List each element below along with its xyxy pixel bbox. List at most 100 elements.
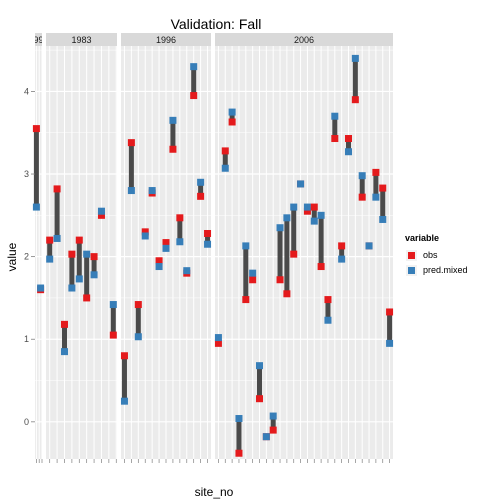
obs-point [176,214,183,221]
pred-mixed-point [190,63,197,70]
chart-title: Validation: Fall [171,16,262,32]
pred-mixed-point [54,235,61,242]
obs-point [277,276,284,283]
y-tick-label: 2 [24,252,29,262]
obs-point [352,96,359,103]
facet-panel: 1983 [46,33,117,463]
pred-mixed-point [324,317,331,324]
facet-panel: 2006 [215,33,393,463]
pred-mixed-point [222,165,229,172]
pred-mixed-point [229,109,236,116]
pred-mixed-point [197,179,204,186]
y-axis-title: value [5,242,19,271]
obs-point [61,321,68,328]
obs-point [54,185,61,192]
obs-point [229,118,236,125]
pred-mixed-point [68,285,75,292]
obs-point [359,194,366,201]
obs-point [283,290,290,297]
pred-mixed-point [98,208,105,215]
pred-mixed-point [283,214,290,221]
obs-point [222,147,229,154]
obs-point [169,146,176,153]
pred-mixed-point [270,413,277,420]
pred-mixed-point [277,224,284,231]
obs-point [190,92,197,99]
obs-point [331,135,338,142]
pred-mixed-point [338,256,345,263]
legend-title: variable [405,233,439,243]
facet-panel: 1995 [28,33,48,463]
obs-point [290,251,297,258]
facet-panel: 1996 [121,33,211,463]
obs-point [76,237,83,244]
legend: variable obs pred.mixed [405,233,468,276]
pred-mixed-point [76,275,83,282]
pred-mixed-point [61,348,68,355]
obs-point [110,332,117,339]
pred-mixed-point [91,271,98,278]
pred-mixed-point [379,216,386,223]
pred-mixed-point [142,232,149,239]
pred-mixed-point [263,433,270,440]
obs-point [379,185,386,192]
facet-strip-label: 2006 [294,35,314,45]
pred-mixed-point [235,415,242,422]
obs-point [256,395,263,402]
pred-mixed-point [128,187,135,194]
facet-strip-label: 1996 [156,35,176,45]
y-tick-label: 0 [24,417,29,427]
obs-point [318,263,325,270]
pred-mixed-point [345,148,352,155]
pred-mixed-point [183,267,190,274]
facet-panels: 1995 1983 1996 2006 [28,33,393,463]
y-axis: 0 1 2 3 4 [24,86,35,426]
pred-mixed-point [149,187,156,194]
pred-mixed-point [372,194,379,201]
obs-point [204,230,211,237]
pred-mixed-point [37,285,44,292]
obs-point [121,352,128,359]
obs-point [270,427,277,434]
pred-mixed-point [163,245,170,252]
obs-point [46,237,53,244]
pred-mixed-point [290,204,297,211]
pred-mixed-point [83,251,90,258]
pred-mixed-point [176,238,183,245]
pred-mixed-point [331,113,338,120]
pred-mixed-point [256,362,263,369]
obs-point [33,125,40,132]
pred-mixed-point [366,242,373,249]
pred-mixed-point [135,333,142,340]
obs-point [235,450,242,457]
pred-mixed-point [110,301,117,308]
legend-label: pred.mixed [423,265,468,275]
obs-point [324,296,331,303]
y-tick-label: 4 [24,86,29,96]
pred-mixed-point [318,212,325,219]
obs-point [345,135,352,142]
obs-point [128,139,135,146]
legend-label: obs [423,250,438,260]
pred-mixed-point [33,204,40,211]
obs-point [372,169,379,176]
pred-mixed-point [215,334,222,341]
pred-mixed-point [46,256,53,263]
obs-point [338,242,345,249]
obs-point [91,253,98,260]
x-axis-title: site_no [195,485,234,499]
obs-point [135,301,142,308]
pred-mixed-point [297,180,304,187]
obs-point [311,204,318,211]
pred-mixed-point [242,242,249,249]
pred-mixed-point [121,398,128,405]
obs-point [83,294,90,301]
obs-point [197,193,204,200]
pred-mixed-point [204,241,211,248]
pred-mixed-point [156,263,163,270]
pred-mixed-point [352,55,359,62]
obs-point [386,308,393,315]
obs-point [249,276,256,283]
facet-strip-label: 1995 [28,35,48,45]
